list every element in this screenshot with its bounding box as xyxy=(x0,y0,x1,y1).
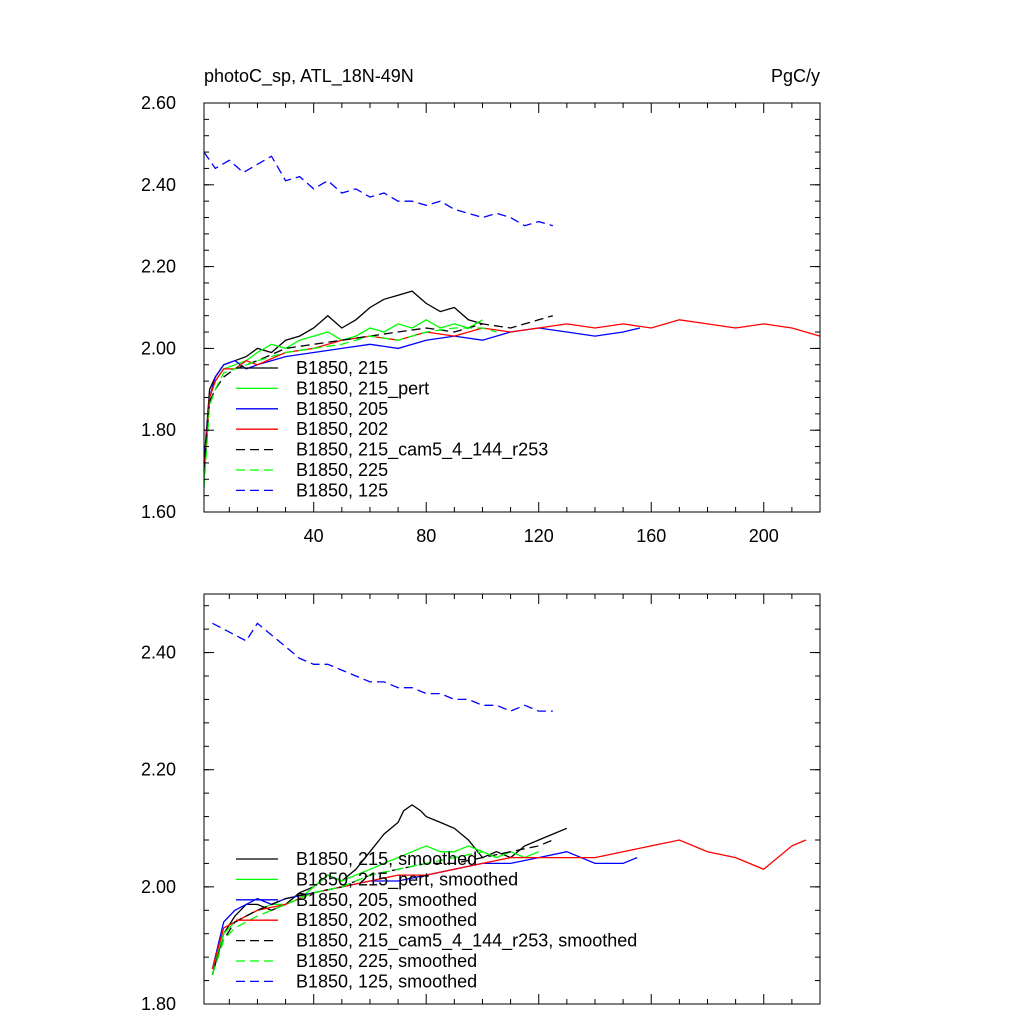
series-line-4 xyxy=(211,839,807,970)
series-line-3 xyxy=(211,851,638,970)
series-line-7 xyxy=(212,622,553,712)
y-tick-label: 1.80 xyxy=(141,420,176,440)
x-tick-label: 120 xyxy=(524,526,554,546)
legend-label: B1850, 225 xyxy=(296,460,388,480)
y-tick-label: 2.60 xyxy=(141,93,176,113)
legend-label: B1850, 215_pert, smoothed xyxy=(296,869,518,890)
x-tick-label: 200 xyxy=(749,526,779,546)
panel-top-frame xyxy=(203,102,821,513)
legend-label: B1850, 125 xyxy=(296,480,388,500)
series-line-7 xyxy=(203,151,553,227)
series-line-6 xyxy=(211,851,497,975)
panel-top-units: PgC/y xyxy=(771,66,820,86)
y-tick-label: 1.80 xyxy=(141,994,176,1014)
legend-label: B1850, 215_pert xyxy=(296,378,429,399)
series-line-5 xyxy=(203,315,553,472)
series-line-6 xyxy=(203,327,497,488)
panel-top-title: photoC_sp, ATL_18N-49N xyxy=(204,66,414,87)
panel-top-axes: 40 80 120 160 200 1.60 1.80 2.00 2.20 2.40 2.60 xyxy=(141,93,821,546)
series-line-2 xyxy=(203,319,483,480)
panel-bottom-axes: 1.80 2.00 2.20 2.40 xyxy=(141,594,821,1014)
y-tick-label: 2.00 xyxy=(141,338,176,358)
legend-label: B1850, 215 xyxy=(296,358,388,378)
x-tick-label: 40 xyxy=(304,526,324,546)
series-line-3 xyxy=(203,327,641,463)
legend-label: B1850, 205, smoothed xyxy=(296,890,477,910)
panel-bottom-frame xyxy=(203,593,821,1005)
legend-label: B1850, 202 xyxy=(296,419,388,439)
panel-bottom-plot-area xyxy=(211,622,807,975)
panel-top-plot-area xyxy=(203,151,821,488)
y-tick-label: 2.00 xyxy=(141,877,176,897)
legend-label: B1850, 215_cam5_4_144_r253 xyxy=(296,440,548,461)
legend-label: B1850, 215_cam5_4_144_r253, smoothed xyxy=(296,931,637,952)
legend-label: B1850, 205 xyxy=(296,399,388,419)
y-tick-label: 2.40 xyxy=(141,643,176,663)
legend-label: B1850, 202, smoothed xyxy=(296,910,477,930)
y-tick-label: 2.20 xyxy=(141,760,176,780)
y-tick-label: 2.20 xyxy=(141,257,176,277)
x-tick-label: 160 xyxy=(636,526,666,546)
y-tick-label: 2.40 xyxy=(141,175,176,195)
panel-top: photoC_sp, ATL_18N-49N PgC/y 40 80 120 160 2… xyxy=(141,66,821,546)
legend-label: B1850, 125, smoothed xyxy=(296,971,477,991)
legend-label: B1850, 225, smoothed xyxy=(296,951,477,971)
panel-bottom: 1.802.002.202.40 B1850, 215, smoothedB18… xyxy=(141,593,821,1014)
x-tick-label: 80 xyxy=(416,526,436,546)
y-tick-label: 1.60 xyxy=(141,502,176,522)
legend-label: B1850, 215, smoothed xyxy=(296,849,477,869)
series-line-4 xyxy=(203,319,821,472)
